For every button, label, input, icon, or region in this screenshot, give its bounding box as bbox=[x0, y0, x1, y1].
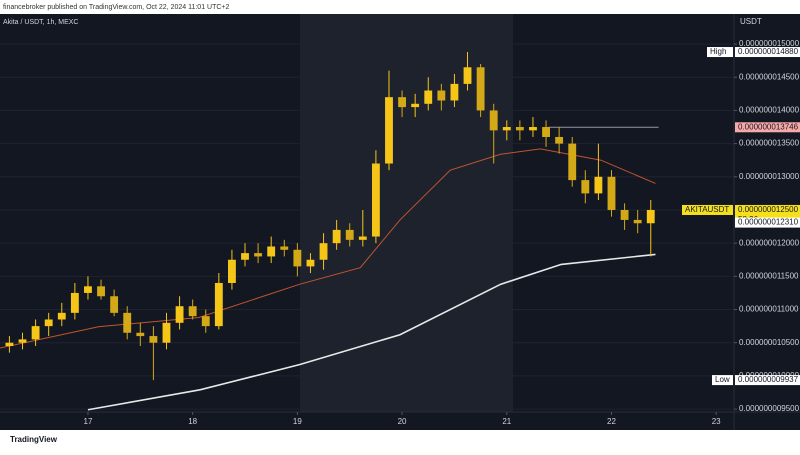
y-tick-label: 0.000000013000 bbox=[739, 172, 800, 181]
header-bar bbox=[0, 0, 800, 14]
candle-body bbox=[581, 180, 590, 194]
price-label-box bbox=[735, 47, 800, 58]
price-label-box bbox=[735, 122, 800, 133]
candle-body bbox=[332, 229, 341, 244]
x-tick-label: 19 bbox=[293, 417, 302, 426]
candle-body bbox=[97, 286, 105, 297]
candle-body bbox=[44, 319, 53, 327]
y-tick-label: 0.000000013500 bbox=[739, 139, 800, 148]
moving-average bbox=[87, 253, 656, 411]
y-tick-label: 0.000000011000 bbox=[739, 305, 799, 314]
candle-body bbox=[162, 322, 171, 343]
candle-body bbox=[5, 342, 14, 347]
candle-body bbox=[476, 67, 485, 111]
axis-title: USDT bbox=[740, 17, 762, 26]
candle-body bbox=[201, 316, 210, 327]
y-tick-label: 0.000000011500 bbox=[739, 271, 799, 280]
candle-body bbox=[358, 236, 367, 240]
candle-body bbox=[228, 259, 236, 283]
price-label-name: Low bbox=[715, 375, 730, 384]
candle-body bbox=[18, 339, 27, 343]
x-tick-label: 23 bbox=[712, 417, 721, 426]
candle-body bbox=[371, 163, 380, 237]
candle-body bbox=[502, 127, 511, 131]
candle-body bbox=[437, 90, 446, 101]
candle-body bbox=[411, 103, 420, 108]
price-label-value: 0.000000013746 bbox=[738, 122, 799, 131]
x-tick-label: 22 bbox=[607, 417, 616, 426]
x-tick-label: 21 bbox=[502, 417, 511, 426]
candle-body bbox=[620, 209, 629, 220]
price-label-box bbox=[735, 217, 800, 228]
candle-body bbox=[555, 136, 564, 144]
candle-body bbox=[280, 246, 289, 250]
x-tick-label: 17 bbox=[84, 417, 93, 426]
candle-body bbox=[31, 326, 40, 340]
candle-body bbox=[345, 229, 354, 240]
y-tick-label: 0.000000014500 bbox=[739, 72, 800, 81]
candle-body bbox=[123, 312, 132, 333]
candle-body bbox=[267, 246, 276, 257]
candle-body bbox=[515, 127, 524, 131]
candle-body bbox=[136, 332, 145, 337]
candle-body bbox=[646, 209, 655, 224]
candle-body bbox=[214, 282, 223, 327]
price-label-name: AKITAUSDT bbox=[685, 205, 729, 214]
candle-body bbox=[424, 90, 433, 104]
logo: TradingView bbox=[10, 435, 58, 444]
candle-body bbox=[607, 176, 616, 210]
price-label-box bbox=[735, 375, 800, 386]
candle-body bbox=[188, 306, 197, 317]
y-tick-label: 0.000000015000 bbox=[739, 39, 800, 48]
candle-body bbox=[110, 296, 119, 313]
candle-body bbox=[175, 306, 184, 323]
candle-body bbox=[254, 253, 263, 257]
candle-body bbox=[293, 249, 302, 267]
price-label-tag bbox=[682, 204, 733, 215]
publisher: financebroker published on TradingView.c… bbox=[3, 4, 230, 11]
y-tick-label: 0.000000009500 bbox=[739, 404, 800, 413]
candle-body bbox=[306, 259, 315, 267]
price-label-value: 0.000000012500 bbox=[738, 205, 799, 214]
moving-average bbox=[0, 148, 656, 349]
footer-bar bbox=[0, 430, 800, 450]
candle-body bbox=[594, 176, 603, 194]
candle-body bbox=[241, 253, 249, 260]
price-label-tag bbox=[712, 375, 733, 386]
price-label-value: 0.000000014880 bbox=[738, 47, 799, 56]
y-tick-label: 0.000000010500 bbox=[739, 338, 800, 347]
candle-body bbox=[84, 286, 92, 293]
price-label-tag bbox=[707, 47, 733, 58]
candle-body bbox=[568, 143, 577, 181]
candle-body bbox=[489, 110, 498, 131]
candle-body bbox=[542, 127, 550, 137]
candle-body bbox=[450, 83, 459, 101]
candle-body bbox=[398, 97, 407, 108]
symbol: Akita / USDT, 1h, MEXC bbox=[3, 19, 78, 26]
candle-body bbox=[70, 292, 79, 313]
y-tick-label: 0.000000014000 bbox=[739, 106, 800, 115]
price-label-name: High bbox=[710, 47, 726, 56]
x-tick-label: 20 bbox=[398, 417, 407, 426]
candle-body bbox=[57, 312, 66, 320]
candle-body bbox=[463, 67, 472, 84]
candle-body bbox=[633, 219, 642, 224]
price-label-value: 0.000000012310 bbox=[738, 218, 799, 227]
candle-body bbox=[319, 243, 328, 260]
x-tick-label: 18 bbox=[188, 417, 197, 426]
candle-body bbox=[385, 97, 393, 164]
candle-body bbox=[529, 127, 537, 131]
price-label-value: 0.000000009937 bbox=[738, 375, 799, 384]
candle-body bbox=[149, 336, 158, 343]
y-tick-label: 0.000000012000 bbox=[739, 238, 800, 247]
